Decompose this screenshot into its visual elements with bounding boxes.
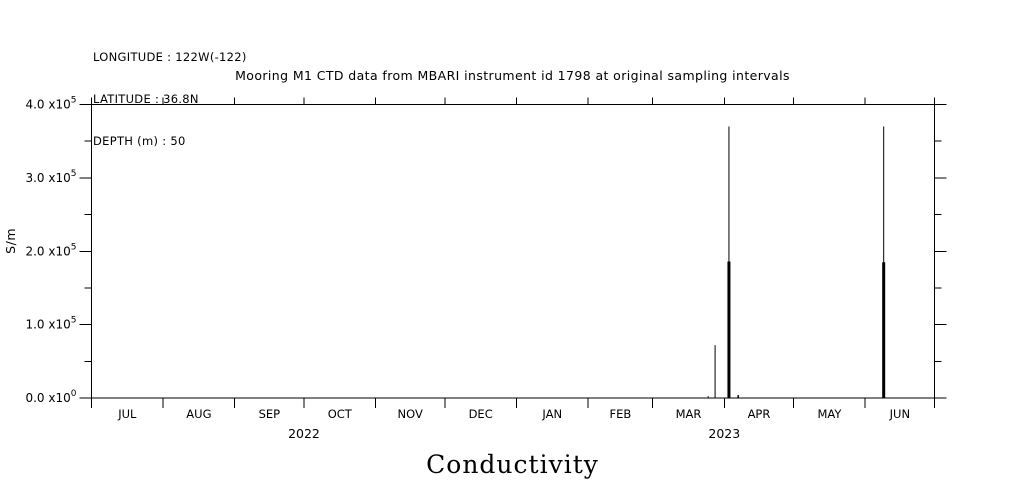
month-tick-label: NOV: [398, 407, 423, 421]
y-tick-label: 2.0 x105: [25, 242, 76, 258]
month-tick-label: MAR: [676, 407, 702, 421]
y-tick-label: 0.0 x100: [25, 389, 76, 405]
month-tick-label: JUL: [117, 407, 137, 421]
plot-variable-title: Conductivity: [426, 450, 599, 479]
depth-label: DEPTH (m) : 50: [93, 134, 186, 148]
month-tick-label: JAN: [541, 407, 562, 421]
month-tick-label: MAY: [817, 407, 842, 421]
chart-title: Mooring M1 CTD data from MBARI instrumen…: [235, 68, 790, 83]
month-tick-label: AUG: [186, 407, 211, 421]
month-tick-label: FEB: [610, 407, 632, 421]
month-tick-label: APR: [748, 407, 771, 421]
year-label: 2023: [708, 426, 740, 441]
station-metadata: LONGITUDE : 122W(-122) LATITUDE : 36.8N …: [93, 22, 247, 176]
month-tick-label: JUN: [889, 407, 910, 421]
x-axis: JUL AUG SEP OCT NOV DEC JAN FEB MAR APR MAY JUN 2022…: [91, 97, 935, 441]
y-tick-label: 4.0 x105: [25, 96, 76, 112]
latitude-label: LATITUDE : 36.8N: [93, 92, 199, 106]
month-tick-label: OCT: [328, 407, 353, 421]
longitude-label: LONGITUDE : 122W(-122): [93, 50, 247, 64]
month-tick-label: SEP: [259, 407, 281, 421]
year-label: 2022: [288, 426, 320, 441]
plot-frame: [91, 97, 935, 408]
y-tick-label: 3.0 x105: [25, 169, 76, 185]
y-axis: 0.0 x100 1.0 x105 2.0 x105 3.0 x105 4.0 x105: [25, 96, 947, 405]
month-tick-label: DEC: [469, 407, 493, 421]
y-tick-label: 1.0 x105: [25, 316, 76, 332]
data-series-conductivity: [707, 126, 886, 398]
